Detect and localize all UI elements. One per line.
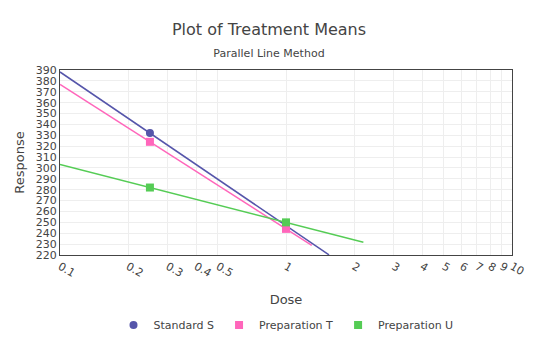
svg-text:240: 240 [36, 227, 57, 240]
svg-text:230: 230 [36, 238, 57, 251]
svg-text:Preparation U: Preparation U [378, 319, 453, 332]
svg-text:310: 310 [36, 151, 57, 164]
svg-text:7: 7 [473, 260, 486, 275]
svg-text:Response: Response [12, 131, 27, 193]
svg-text:360: 360 [36, 97, 57, 110]
svg-text:260: 260 [36, 205, 57, 218]
svg-text:380: 380 [36, 75, 57, 88]
svg-text:390: 390 [36, 64, 57, 77]
svg-text:290: 290 [36, 173, 57, 186]
svg-text:9: 9 [497, 260, 510, 275]
svg-text:Plot of Treatment Means: Plot of Treatment Means [172, 20, 366, 39]
svg-text:0.3: 0.3 [164, 260, 186, 280]
svg-text:270: 270 [36, 194, 57, 207]
svg-text:10: 10 [508, 260, 527, 278]
svg-text:370: 370 [36, 86, 57, 99]
svg-text:300: 300 [36, 162, 57, 175]
svg-text:Preparation T: Preparation T [259, 319, 333, 332]
svg-text:6: 6 [458, 260, 471, 275]
svg-text:0.4: 0.4 [192, 260, 214, 280]
svg-text:5: 5 [440, 260, 453, 275]
svg-text:1: 1 [282, 260, 295, 275]
svg-text:250: 250 [36, 216, 57, 229]
svg-text:8: 8 [486, 260, 499, 275]
svg-text:Standard S: Standard S [154, 319, 215, 332]
svg-text:0.1: 0.1 [56, 260, 78, 280]
svg-text:Parallel Line Method: Parallel Line Method [213, 47, 324, 60]
svg-text:Dose: Dose [270, 292, 303, 307]
svg-text:0.2: 0.2 [124, 260, 146, 280]
svg-text:4: 4 [418, 260, 431, 275]
svg-text:0.5: 0.5 [214, 260, 236, 280]
svg-text:330: 330 [36, 129, 57, 142]
svg-text:2: 2 [350, 260, 363, 275]
svg-text:3: 3 [390, 260, 403, 275]
svg-text:280: 280 [36, 184, 57, 197]
svg-text:320: 320 [36, 140, 57, 153]
svg-text:350: 350 [36, 107, 57, 120]
svg-text:220: 220 [36, 249, 57, 262]
svg-text:340: 340 [36, 118, 57, 131]
